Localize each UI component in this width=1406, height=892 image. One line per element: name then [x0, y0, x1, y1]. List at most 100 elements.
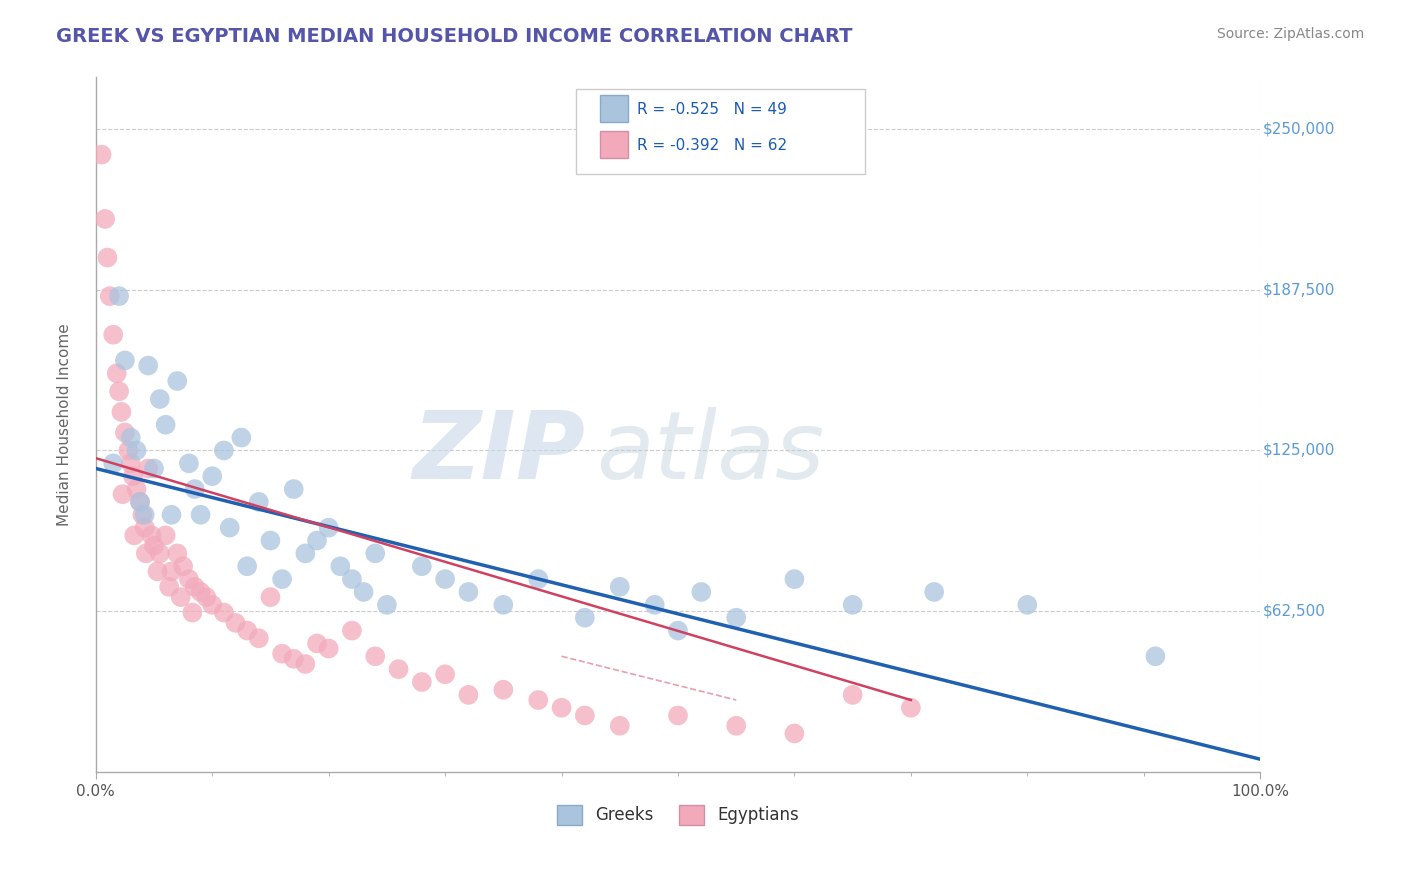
Point	[411, 675, 433, 690]
Point	[574, 610, 596, 624]
Point	[550, 700, 572, 714]
Point	[841, 598, 863, 612]
Point	[1144, 649, 1167, 664]
Point	[143, 461, 166, 475]
Point	[375, 598, 398, 612]
Point	[103, 456, 125, 470]
Point	[166, 546, 188, 560]
Point	[122, 469, 145, 483]
Point	[114, 353, 136, 368]
Point	[177, 456, 200, 470]
Text: $250,000: $250,000	[1263, 121, 1334, 136]
Point	[90, 147, 112, 161]
Point	[271, 647, 294, 661]
Point	[922, 585, 945, 599]
Point	[134, 508, 156, 522]
Point	[841, 688, 863, 702]
Legend: Greeks, Egyptians: Greeks, Egyptians	[548, 797, 807, 833]
Text: Source: ZipAtlas.com: Source: ZipAtlas.com	[1216, 27, 1364, 41]
Point	[231, 431, 253, 445]
Point	[105, 366, 128, 380]
Point	[195, 590, 218, 604]
Point	[434, 572, 457, 586]
Point	[155, 417, 177, 432]
Point	[96, 251, 118, 265]
Point	[725, 610, 748, 624]
Point	[666, 624, 689, 638]
Text: R = -0.525   N = 49: R = -0.525 N = 49	[637, 103, 787, 117]
Point	[136, 359, 159, 373]
Point	[527, 572, 550, 586]
Point	[457, 688, 479, 702]
Point	[120, 431, 142, 445]
Text: GREEK VS EGYPTIAN MEDIAN HOUSEHOLD INCOME CORRELATION CHART: GREEK VS EGYPTIAN MEDIAN HOUSEHOLD INCOM…	[56, 27, 853, 45]
Point	[184, 482, 207, 496]
Point	[149, 392, 172, 406]
Point	[340, 572, 363, 586]
Point	[492, 682, 515, 697]
Point	[259, 590, 281, 604]
Point	[353, 585, 375, 599]
Point	[294, 546, 316, 560]
Point	[1017, 598, 1039, 612]
Point	[690, 585, 713, 599]
Point	[783, 726, 806, 740]
Point	[149, 546, 172, 560]
Point	[201, 469, 224, 483]
Point	[155, 528, 177, 542]
Point	[609, 719, 631, 733]
Point	[181, 606, 204, 620]
Point	[135, 546, 157, 560]
Point	[247, 632, 270, 646]
Point	[212, 443, 235, 458]
Point	[184, 580, 207, 594]
Point	[271, 572, 294, 586]
Point	[129, 495, 152, 509]
Point	[644, 598, 666, 612]
Point	[201, 598, 224, 612]
Point	[110, 405, 132, 419]
Point	[134, 521, 156, 535]
Point	[111, 487, 134, 501]
Point	[141, 528, 163, 542]
Point	[122, 528, 145, 542]
Point	[609, 580, 631, 594]
Point	[170, 590, 193, 604]
Point	[725, 719, 748, 733]
Point	[364, 546, 387, 560]
Point	[574, 708, 596, 723]
Point	[294, 657, 316, 671]
Point	[160, 565, 183, 579]
Y-axis label: Median Household Income: Median Household Income	[58, 324, 72, 526]
Point	[103, 327, 125, 342]
Point	[283, 652, 305, 666]
Text: $187,500: $187,500	[1263, 282, 1334, 297]
Point	[340, 624, 363, 638]
Text: $62,500: $62,500	[1263, 604, 1326, 619]
Point	[166, 374, 188, 388]
Text: atlas: atlas	[596, 407, 825, 498]
Point	[157, 580, 180, 594]
Point	[364, 649, 387, 664]
Point	[318, 521, 340, 535]
Point	[305, 636, 328, 650]
Point	[125, 482, 148, 496]
Point	[120, 456, 142, 470]
Point	[457, 585, 479, 599]
Point	[305, 533, 328, 548]
Point	[117, 443, 139, 458]
Point	[259, 533, 281, 548]
Point	[114, 425, 136, 440]
Point	[434, 667, 457, 681]
Point	[236, 559, 259, 574]
Point	[131, 508, 153, 522]
Point	[172, 559, 194, 574]
Point	[492, 598, 515, 612]
Point	[190, 508, 212, 522]
Point	[108, 384, 131, 399]
Text: ZIP: ZIP	[412, 407, 585, 499]
Point	[666, 708, 689, 723]
Text: R = -0.392   N = 62: R = -0.392 N = 62	[637, 138, 787, 153]
Point	[247, 495, 270, 509]
Point	[329, 559, 352, 574]
